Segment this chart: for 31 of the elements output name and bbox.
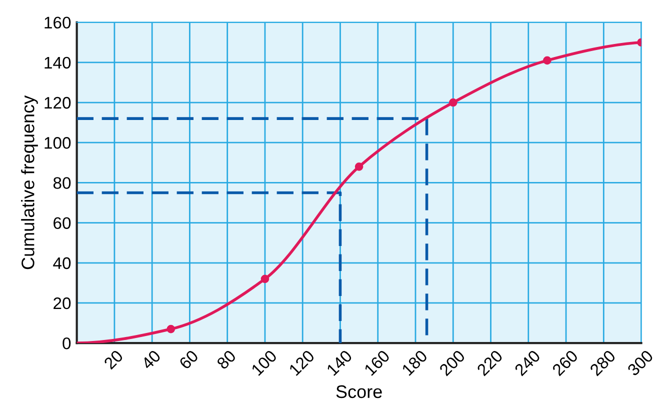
y-tick-label: 140 (44, 56, 71, 69)
x-tick-label: 80 (216, 349, 237, 370)
x-tick-label: 140 (326, 349, 353, 376)
x-tick-label: 300 (626, 349, 654, 376)
y-axis-title: Cumulative frequency (21, 95, 38, 270)
x-tick-label: 220 (476, 349, 504, 376)
x-tick-label: 200 (438, 349, 466, 376)
point (260, 274, 270, 284)
x-tick-label: 40 (140, 349, 162, 370)
point (166, 324, 176, 334)
x-tick-label: 160 (364, 349, 390, 376)
point (448, 98, 458, 107)
y-tick-label: 20 (54, 297, 71, 310)
y-tick-label: 0 (62, 337, 71, 350)
y-tick-label: 80 (53, 177, 71, 189)
x-tick-label: 120 (288, 349, 316, 376)
x-tick-label: 20 (103, 349, 124, 370)
x-tick-label: 180 (401, 349, 428, 376)
x-axis-title: Score (336, 385, 382, 398)
x-tick-label: 60 (178, 349, 199, 370)
x-tick-label: 100 (250, 349, 278, 376)
y-tick-label: 100 (44, 137, 71, 149)
x-tick-label: 280 (589, 349, 616, 376)
point (354, 162, 364, 171)
x-tick-label: 260 (552, 349, 579, 376)
x-tick-label: 240 (514, 349, 541, 376)
y-tick-label: 160 (44, 16, 71, 29)
y-tick-label: 120 (44, 96, 71, 109)
y-tick-label: 40 (53, 257, 71, 270)
y-tick-label: 60 (54, 217, 71, 229)
point (543, 56, 552, 65)
